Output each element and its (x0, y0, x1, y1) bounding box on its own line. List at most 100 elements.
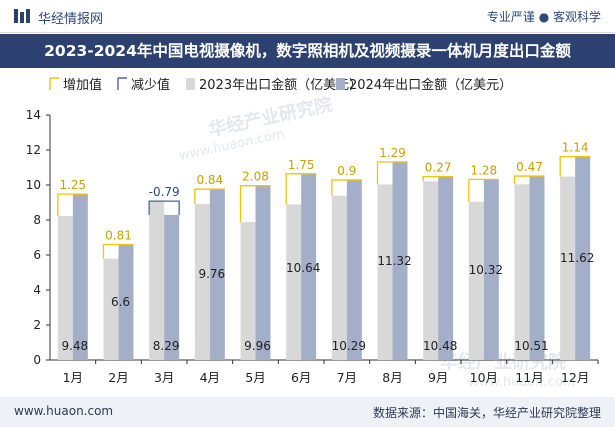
change-label: 0.9 (337, 164, 356, 178)
watermark-text: 华经产业研究院 (440, 351, 566, 373)
increase-bracket (468, 178, 499, 202)
legend-increase-swatch (49, 77, 59, 90)
bar-2023 (468, 201, 484, 360)
bar-2024 (255, 185, 271, 360)
x-tick-label: 3月 (154, 370, 174, 385)
bar-value-label: 11.32 (377, 254, 411, 268)
increase-bracket (285, 173, 317, 205)
bar-2024 (575, 156, 591, 360)
top-bar: 华经情报网 专业严谨 ● 客观科学 (0, 0, 615, 33)
change-label: 0.81 (105, 229, 132, 243)
bar-value-label: 10.64 (286, 261, 320, 275)
change-label: 0.27 (425, 161, 452, 175)
bar-2024 (392, 161, 408, 360)
bar-2024 (164, 214, 180, 360)
bar-value-label: 9.96 (244, 339, 271, 353)
increase-bracket (513, 175, 545, 185)
legend-decrease-swatch (117, 77, 127, 90)
bar-2023 (103, 258, 119, 360)
increase-bracket (194, 188, 225, 204)
footer-website[interactable]: www.huaon.com (14, 404, 114, 418)
x-tick-label: 2月 (108, 370, 128, 385)
x-tick-label: 11月 (515, 370, 543, 385)
x-tick-label: 6月 (291, 370, 311, 385)
bar-value-label: 11.62 (560, 251, 594, 265)
bar-value-label: 10.29 (332, 339, 366, 353)
legend-2024-swatch (336, 78, 345, 90)
bar-2023 (286, 204, 302, 360)
bar-2024 (209, 189, 225, 360)
change-label: 1.14 (562, 141, 589, 155)
legend-label: 2024年出口金额（亿美元） (349, 77, 512, 93)
x-tick-label: 4月 (200, 370, 220, 385)
increase-bracket (422, 175, 454, 182)
footer-source: 数据来源：中国海关，华经产业研究院整理 (372, 406, 601, 420)
tagline: 专业严谨 ● 客观科学 (486, 10, 601, 24)
bar-value-label: 10.32 (469, 263, 503, 277)
bar-value-label: 10.48 (423, 339, 457, 353)
x-tick-label: 10月 (470, 370, 498, 385)
y-tick-label: 2 (33, 318, 41, 332)
x-tick-label: 7月 (337, 370, 357, 385)
chart: 华经产业研究院www.huaon.com华经产业研究院www.huaon.com… (26, 77, 599, 390)
bar-2023 (331, 195, 347, 360)
y-tick-label: 8 (33, 213, 41, 227)
y-tick-label: 12 (26, 143, 41, 157)
change-label: 0.47 (516, 160, 543, 174)
increase-bracket (559, 156, 591, 177)
bar-2024 (72, 194, 88, 360)
bar-2024 (346, 179, 362, 360)
x-tick-label: 9月 (428, 370, 448, 385)
chart-title: 2023-2024年中国电视摄像机，数字照相机及视频摄录一体机月度出口金额 (44, 42, 571, 60)
bar-2023 (240, 222, 256, 360)
bar-2024 (438, 176, 454, 360)
bar-2023 (560, 176, 576, 360)
bar-value-label: 9.76 (198, 267, 225, 281)
change-label: -0.79 (149, 185, 180, 199)
bar-2024 (483, 179, 499, 360)
increase-bracket (57, 193, 88, 216)
change-label: 1.75 (288, 158, 315, 172)
huajing-logo-icon (14, 9, 30, 23)
bar-2024 (118, 244, 134, 360)
increase-bracket (102, 243, 134, 259)
brand-name: 华经情报网 (38, 12, 104, 27)
change-label: 1.29 (379, 146, 406, 160)
x-tick-label: 12月 (561, 370, 589, 385)
decrease-bracket (148, 200, 180, 215)
change-label: 1.25 (59, 178, 86, 192)
bar-value-label: 8.29 (153, 339, 180, 353)
title-bar: 2023-2024年中国电视摄像机，数字照相机及视频摄录一体机月度出口金额 (0, 34, 615, 68)
y-tick-label: 0 (33, 353, 41, 367)
bar-2023 (423, 181, 439, 360)
legend-label: 2023年出口金额（亿美元） (199, 77, 362, 93)
watermark-text: www.huaon.com (468, 375, 575, 390)
legend-label: 减少值 (131, 77, 170, 93)
legend-label: 增加值 (63, 77, 102, 93)
bar-value-label: 10.51 (514, 339, 548, 353)
change-label: 2.08 (242, 170, 269, 184)
bar-2023 (514, 184, 530, 360)
x-tick-label: 1月 (63, 370, 83, 385)
y-tick-label: 6 (33, 248, 41, 262)
y-tick-label: 10 (26, 178, 41, 192)
y-tick-label: 14 (26, 108, 41, 122)
increase-bracket (331, 179, 362, 196)
x-tick-label: 5月 (245, 370, 265, 385)
change-label: 1.28 (470, 163, 497, 177)
bar-2024 (529, 176, 545, 360)
bar-value-label: 9.48 (61, 339, 88, 353)
change-label: 0.84 (196, 173, 223, 187)
increase-bracket (376, 161, 408, 185)
bar-2023 (194, 203, 210, 360)
legend-2023-swatch (186, 78, 195, 90)
increase-bracket (239, 185, 271, 223)
bar-2023 (57, 215, 73, 360)
y-tick-label: 4 (33, 283, 41, 297)
bar-2023 (377, 184, 393, 360)
bar-value-label: 6.6 (111, 295, 130, 309)
x-tick-label: 8月 (382, 370, 402, 385)
footer: www.huaon.com 数据来源：中国海关，华经产业研究院整理 (0, 397, 615, 427)
bar-2024 (301, 173, 317, 360)
bar-2023 (149, 201, 165, 360)
